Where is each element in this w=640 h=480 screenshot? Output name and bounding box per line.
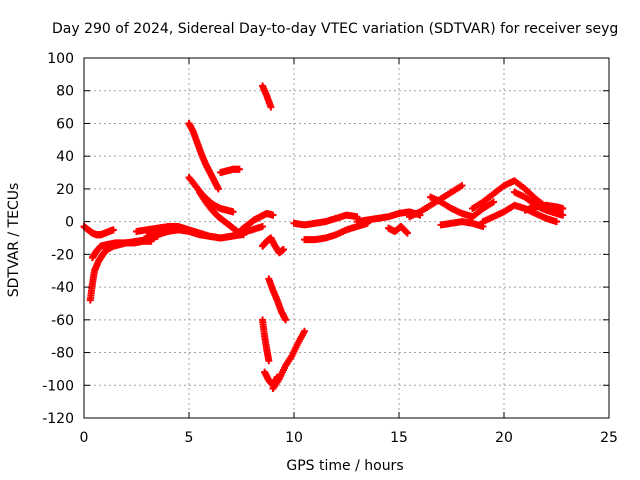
y-tick-label: -40 (51, 280, 74, 296)
ticks-layer: -120 -100 -80 -60 -40 -20 0 20 40 60 80 100 0 5 10 15 20… (42, 51, 618, 446)
series-pass-aa (521, 201, 567, 214)
data-point (240, 231, 248, 239)
y-tick-label: -100 (42, 378, 74, 394)
y-tick-label: 20 (56, 182, 74, 198)
points-layer (80, 82, 567, 393)
data-point (280, 245, 287, 253)
data-point (403, 229, 411, 237)
series-pass-o (269, 327, 308, 393)
plot-frame (83, 57, 610, 419)
series-pass-m (259, 316, 273, 365)
x-tick-label: 20 (495, 430, 513, 446)
data-point (267, 103, 275, 111)
data-point (259, 223, 266, 231)
series-pass-r (301, 219, 371, 244)
y-tick-label: 80 (56, 84, 74, 100)
x-tick-label: 15 (390, 430, 408, 446)
data-point (109, 226, 117, 234)
x-tick-label: 10 (285, 430, 303, 446)
y-tick-label: -120 (42, 411, 74, 427)
data-point (229, 208, 237, 216)
x-tick-label: 25 (600, 430, 618, 446)
chart-title: Day 290 of 2024, Sidereal Day-to-day VTE… (52, 21, 618, 37)
data-point (402, 228, 410, 236)
y-tick-label: 0 (65, 215, 74, 231)
data-point (282, 316, 290, 324)
y-tick-label: -20 (51, 247, 74, 263)
series-pass-f (185, 119, 222, 193)
grid-layer (84, 58, 609, 418)
series-pass-i (217, 165, 243, 177)
y-tick-label: 40 (56, 149, 74, 165)
y-tick-label: -60 (51, 313, 74, 329)
series-pass-h (196, 188, 248, 239)
series-pass-k (259, 82, 275, 111)
data-point (235, 165, 243, 173)
series-pass-y (479, 201, 560, 226)
series-pass-a (80, 223, 117, 239)
data-point (559, 205, 567, 213)
data-point (269, 211, 277, 219)
data-point (553, 218, 560, 226)
y-tick-label: 100 (47, 51, 74, 67)
series-pass-t (385, 223, 411, 237)
data-point (458, 182, 466, 190)
series-pass-w (437, 218, 487, 231)
data-point (301, 327, 308, 335)
data-point (265, 357, 273, 365)
data-point (559, 211, 567, 219)
series-pass-l (265, 275, 290, 324)
data-point (490, 198, 497, 206)
series-pass-x (469, 177, 550, 213)
series-pass-j (238, 209, 277, 234)
y-tick-label: 60 (56, 116, 74, 132)
series-pass-q (290, 211, 361, 229)
x-tick-label: 0 (80, 430, 89, 446)
series-pass-v (427, 193, 497, 221)
x-tick-label: 5 (185, 430, 194, 446)
data-point (214, 185, 222, 193)
y-axis-label: SDTVAR / TECUs (6, 183, 22, 298)
x-axis-label: GPS time / hours (286, 458, 403, 474)
y-tick-label: -80 (51, 346, 74, 362)
series-pass-p (259, 234, 287, 257)
